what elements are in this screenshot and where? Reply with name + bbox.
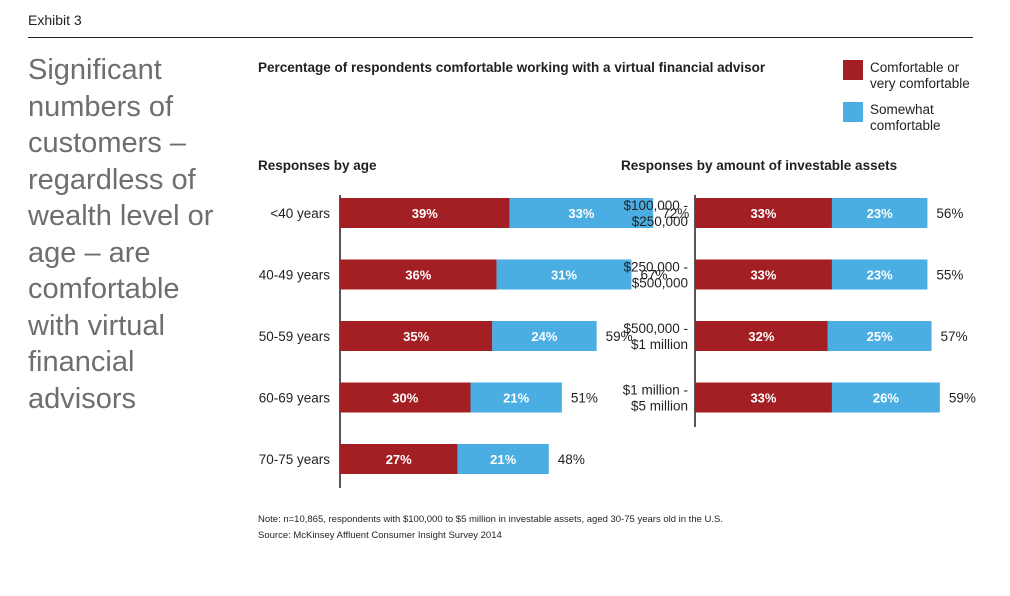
category-label-age-3: 60-69 years xyxy=(259,391,331,406)
bar-label-age-0-series-1: 33% xyxy=(568,206,594,221)
total-label-assets-0: 56% xyxy=(936,206,963,221)
legend-item-somewhat: Somewhat comfortable xyxy=(843,102,980,134)
category-label-assets-1: $250,000 -$500,000 xyxy=(623,260,688,291)
subtitle-age: Responses by age xyxy=(258,158,377,173)
total-label-age-3: 51% xyxy=(571,391,598,406)
bar-age-3-series-0 xyxy=(340,382,471,413)
bar-age-4-series-1 xyxy=(457,444,549,474)
bar-label-age-2-series-1: 24% xyxy=(531,329,557,344)
bar-label-age-1-series-0: 36% xyxy=(405,268,431,283)
category-label-age-4: 70-75 years xyxy=(259,452,331,467)
category-label-age-2: 50-59 years xyxy=(259,329,331,344)
exhibit-label: Exhibit 3 xyxy=(28,12,82,28)
subtitle-assets: Responses by amount of investable assets xyxy=(621,158,898,173)
bar-label-age-3-series-0: 30% xyxy=(392,391,418,406)
legend-swatch-comfortable xyxy=(843,60,863,80)
bar-label-age-1-series-1: 31% xyxy=(551,268,577,283)
headline: Significant numbers of customers – regar… xyxy=(28,54,214,415)
bar-label-assets-2-series-0: 32% xyxy=(748,329,774,344)
bar-assets-0-series-0 xyxy=(695,198,832,228)
legend-swatch-somewhat xyxy=(843,102,863,122)
bar-age-3-series-1 xyxy=(470,382,562,413)
bar-label-assets-0-series-1: 23% xyxy=(867,206,893,221)
bar-label-age-3-series-1: 21% xyxy=(503,391,529,406)
legend-label-somewhat: Somewhat comfortable xyxy=(870,102,941,133)
total-label-assets-2: 57% xyxy=(941,329,968,344)
total-label-age-2: 59% xyxy=(606,329,633,344)
footnote: Note: n=10,865, respondents with $100,00… xyxy=(258,512,723,544)
category-label-assets-3: $1 million -$5 million xyxy=(623,383,688,414)
total-label-age-0: 72% xyxy=(662,206,689,221)
category-label-age-0: <40 years xyxy=(270,206,330,221)
total-label-assets-1: 55% xyxy=(936,268,963,283)
bar-assets-2-series-0 xyxy=(695,321,828,351)
bar-label-assets-3-series-0: 33% xyxy=(750,391,776,406)
note-text: Note: n=10,865, respondents with $100,00… xyxy=(258,514,724,525)
bar-age-2-series-1 xyxy=(492,321,597,351)
top-divider xyxy=(28,37,973,38)
bar-label-age-4-series-0: 27% xyxy=(386,452,412,467)
bar-label-assets-3-series-1: 26% xyxy=(873,391,899,406)
category-label-assets-0: $100,000 -$250,000 xyxy=(623,198,688,229)
category-label-age-1: 40-49 years xyxy=(259,268,331,283)
bar-assets-1-series-0 xyxy=(695,259,832,290)
bar-age-0-series-1 xyxy=(509,198,654,228)
category-label-assets-2: $500,000 -$1 million xyxy=(623,321,688,352)
bar-age-2-series-0 xyxy=(340,321,493,351)
bar-label-age-2-series-0: 35% xyxy=(403,329,429,344)
bar-label-assets-1-series-1: 23% xyxy=(867,268,893,283)
total-label-age-1: 67% xyxy=(640,268,667,283)
bar-assets-3-series-0 xyxy=(695,382,832,413)
chart-title: Percentage of respondents comfortable wo… xyxy=(258,60,766,75)
bar-label-assets-0-series-0: 33% xyxy=(750,206,776,221)
bar-assets-2-series-1 xyxy=(827,321,932,351)
bar-assets-1-series-1 xyxy=(831,259,928,290)
bar-age-0-series-0 xyxy=(340,198,510,228)
bar-label-age-0-series-0: 39% xyxy=(412,206,438,221)
total-label-age-4: 48% xyxy=(558,452,585,467)
bar-label-age-4-series-1: 21% xyxy=(490,452,516,467)
source-text: Source: McKinsey Affluent Consumer Insig… xyxy=(258,530,502,541)
legend-item-comfortable: Comfortable or very comfortable xyxy=(843,60,980,92)
legend-label-comfortable: Comfortable or very comfortable xyxy=(870,60,970,91)
bar-age-4-series-0 xyxy=(340,444,458,474)
bar-assets-3-series-1 xyxy=(831,382,940,413)
bar-assets-0-series-1 xyxy=(831,198,928,228)
bar-age-1-series-0 xyxy=(340,259,497,290)
total-label-assets-3: 59% xyxy=(949,391,976,406)
bar-age-1-series-1 xyxy=(496,259,632,290)
bar-label-assets-1-series-0: 33% xyxy=(750,268,776,283)
bar-label-assets-2-series-1: 25% xyxy=(867,329,893,344)
